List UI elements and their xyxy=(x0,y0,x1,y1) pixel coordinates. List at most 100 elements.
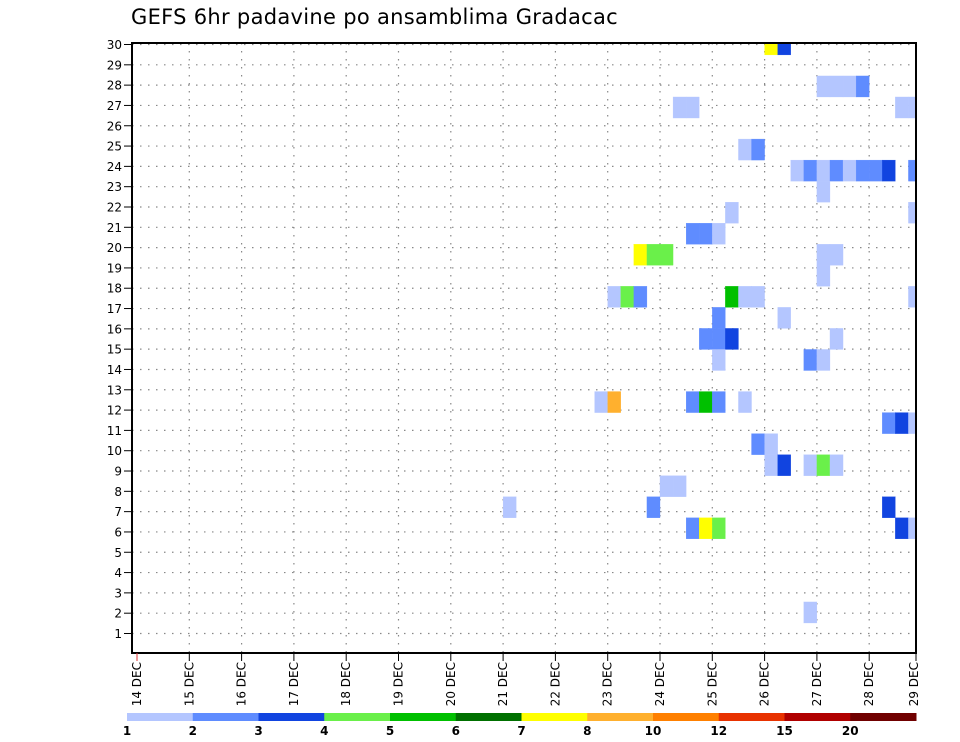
heatmap-cell xyxy=(712,223,726,245)
colorbar-swatch xyxy=(784,713,851,721)
y-tick-label: 20 xyxy=(107,241,122,255)
heatmap-cell xyxy=(829,328,844,350)
y-tick-label: 10 xyxy=(107,444,122,458)
heatmap-cell xyxy=(803,349,818,371)
colorbar-label: 8 xyxy=(583,724,591,738)
heatmap-cell xyxy=(882,159,896,182)
y-tick-label: 22 xyxy=(107,200,122,214)
heatmap-cell xyxy=(869,159,883,182)
y-tick-label: 19 xyxy=(107,261,122,275)
x-tick-label: 22 DEC xyxy=(548,662,562,706)
heatmap-cell xyxy=(607,286,621,308)
heatmap-cell xyxy=(712,349,726,371)
y-tick-label: 5 xyxy=(114,546,122,560)
heatmap-cells xyxy=(502,43,916,624)
heatmap-cell xyxy=(712,307,726,329)
y-tick-label: 25 xyxy=(107,140,122,154)
y-axis: 1234567891011121314151617181920212223242… xyxy=(107,38,132,641)
y-tick-label: 15 xyxy=(107,343,122,357)
x-tick-label: 20 DEC xyxy=(444,662,458,706)
x-tick-label: 23 DEC xyxy=(601,662,615,706)
heatmap-cell xyxy=(725,286,739,308)
heatmap-cell xyxy=(672,96,687,119)
heatmap-cell xyxy=(855,159,870,182)
x-tick-label: 16 DEC xyxy=(235,662,249,706)
heatmap-cell xyxy=(882,496,896,518)
y-tick-label: 29 xyxy=(107,58,122,72)
x-tick-label: 14 DEC xyxy=(130,662,144,706)
colorbar-label: 15 xyxy=(776,724,793,738)
colorbar-label: 6 xyxy=(452,724,460,738)
colorbar-swatch xyxy=(455,713,522,721)
colorbar-label: 10 xyxy=(645,724,662,738)
heatmap-cell xyxy=(895,96,909,119)
heatmap-cell xyxy=(672,475,687,497)
heatmap-cell xyxy=(895,412,909,434)
heatmap-cell xyxy=(620,286,635,308)
heatmap-cell xyxy=(816,159,831,182)
heatmap-cell xyxy=(803,454,818,476)
heatmap-cell xyxy=(751,286,765,308)
y-tick-label: 26 xyxy=(107,119,122,133)
heatmap-cell xyxy=(777,454,791,476)
chart-title: GEFS 6hr padavine po ansamblima Gradacac xyxy=(131,5,619,29)
heatmap-cell xyxy=(607,391,621,413)
heatmap-cell xyxy=(659,244,674,266)
heatmap-cell xyxy=(594,391,608,413)
heatmap-cell xyxy=(738,391,752,413)
x-tick-label: 29 DEC xyxy=(907,662,921,706)
x-tick-label: 27 DEC xyxy=(810,662,824,706)
heatmap-cell xyxy=(842,159,857,182)
heatmap-cell xyxy=(686,517,700,539)
x-tick-label: 28 DEC xyxy=(862,662,876,706)
colorbar-label: 4 xyxy=(320,724,328,738)
y-tick-label: 2 xyxy=(114,607,122,621)
x-tick-label: 19 DEC xyxy=(392,662,406,706)
colorbar-label: 7 xyxy=(517,724,525,738)
heatmap-cell xyxy=(764,43,778,56)
colorbar-swatch xyxy=(850,713,917,721)
colorbar-swatch xyxy=(127,713,194,721)
heatmap-cell xyxy=(777,43,791,56)
y-tick-label: 13 xyxy=(107,383,122,397)
heatmap-cell xyxy=(686,223,700,245)
heatmap-cell xyxy=(699,517,713,539)
y-tick-label: 12 xyxy=(107,404,122,418)
heatmap-cell xyxy=(764,433,778,455)
heatmap-cell xyxy=(659,475,674,497)
heatmap-cell xyxy=(908,202,916,224)
y-tick-label: 23 xyxy=(107,180,122,194)
y-tick-label: 1 xyxy=(114,627,122,641)
colorbar-label: 20 xyxy=(842,724,859,738)
heatmap-cell xyxy=(751,138,765,161)
heatmap-cell xyxy=(777,307,791,329)
heatmap-cell xyxy=(855,75,870,98)
x-axis: 14 DEC 15 DEC 16 DEC 17 DEC 18 DEC 19 DEC 20 D… xyxy=(130,653,921,706)
heatmap-cell xyxy=(764,454,778,476)
heatmap-cell xyxy=(816,244,831,266)
heatmap-cell xyxy=(633,244,648,266)
heatmap-cell xyxy=(816,454,831,476)
y-tick-label: 16 xyxy=(107,322,122,336)
heatmap-cell xyxy=(686,96,700,119)
y-tick-label: 14 xyxy=(107,363,122,377)
y-tick-label: 24 xyxy=(107,160,122,174)
heatmap-cell xyxy=(829,454,844,476)
heatmap-cell xyxy=(502,496,517,518)
y-tick-label: 18 xyxy=(107,282,122,296)
heatmap-cell xyxy=(895,517,909,539)
colorbar-swatch xyxy=(521,713,588,721)
heatmap-cell xyxy=(790,159,804,182)
grid-lines xyxy=(132,43,916,653)
x-tick-label: 18 DEC xyxy=(339,662,353,706)
y-tick-label: 30 xyxy=(107,38,122,52)
y-tick-label: 21 xyxy=(107,221,122,235)
heatmap-cell xyxy=(842,75,857,98)
y-tick-label: 11 xyxy=(107,424,122,438)
heatmap-cell xyxy=(803,159,818,182)
heatmap-cell xyxy=(829,75,844,98)
heatmap-cell xyxy=(725,202,739,224)
heatmap-cell xyxy=(908,159,916,182)
heatmap-cell xyxy=(908,412,916,434)
